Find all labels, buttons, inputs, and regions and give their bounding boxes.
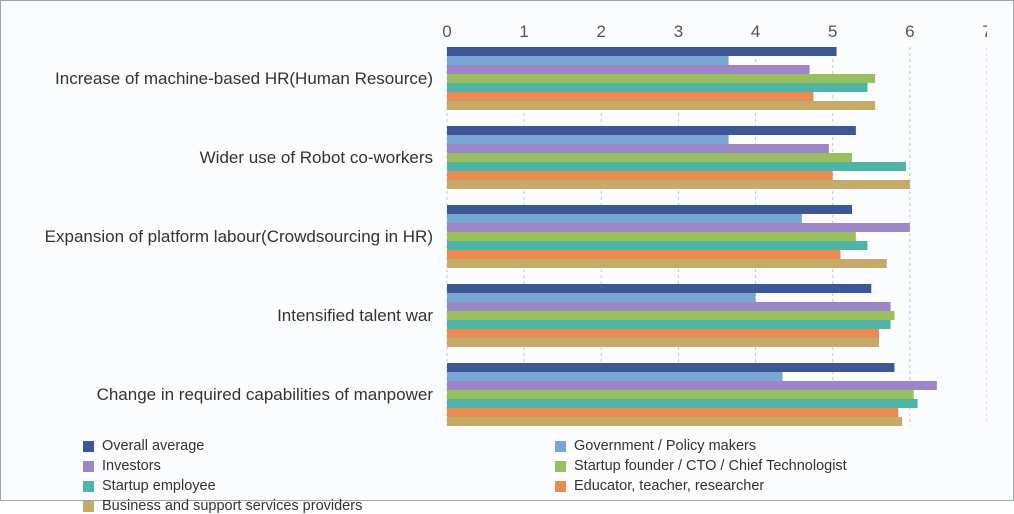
legend-label: Government / Policy makers bbox=[574, 438, 756, 454]
bar-gov bbox=[447, 214, 802, 223]
legend-item-overall: Overall average bbox=[83, 438, 515, 454]
bar-investors bbox=[447, 65, 810, 74]
bar-bizsupport bbox=[447, 259, 887, 268]
bar-educator bbox=[447, 92, 813, 101]
x-tick-label: 2 bbox=[597, 22, 606, 41]
x-tick-label: 7 bbox=[982, 22, 987, 41]
legend-item-bizsupport: Business and support services providers bbox=[83, 498, 515, 514]
bar-overall bbox=[447, 126, 856, 135]
chart-frame: 0 1 2 3 4 5 6 7 Increase of machine-based HR(Hum… bbox=[0, 0, 1014, 501]
bar-educator bbox=[447, 329, 879, 338]
bar-founder bbox=[447, 74, 875, 83]
bar-investors bbox=[447, 302, 891, 311]
category-label: Change in required capabilities of manpo… bbox=[97, 385, 434, 404]
legend-label: Business and support services providers bbox=[102, 498, 362, 514]
legend-swatch bbox=[83, 461, 94, 472]
bar-gov bbox=[447, 135, 729, 144]
legend-label: Startup employee bbox=[102, 478, 216, 494]
bar-employee bbox=[447, 320, 891, 329]
category-label: Expansion of platform labour(Crowdsourci… bbox=[45, 227, 433, 246]
bar-founder bbox=[447, 153, 852, 162]
bar-bizsupport bbox=[447, 101, 875, 110]
bar-gov bbox=[447, 372, 783, 381]
category-label: Increase of machine-based HR(Human Resou… bbox=[55, 69, 433, 88]
chart-legend: Overall average Government / Policy maker… bbox=[27, 438, 987, 514]
bar-investors bbox=[447, 381, 937, 390]
x-tick-label: 6 bbox=[905, 22, 914, 41]
bar-investors bbox=[447, 144, 829, 153]
bar-bizsupport bbox=[447, 338, 879, 347]
legend-item-investors: Investors bbox=[83, 458, 515, 474]
legend-label: Startup founder / CTO / Chief Technologi… bbox=[574, 458, 847, 474]
bar-bizsupport bbox=[447, 417, 902, 426]
bar-employee bbox=[447, 83, 867, 92]
legend-label: Educator, teacher, researcher bbox=[574, 478, 764, 494]
bar-founder bbox=[447, 390, 914, 399]
bar-overall bbox=[447, 363, 894, 372]
legend-item-educator: Educator, teacher, researcher bbox=[555, 478, 987, 494]
legend-swatch bbox=[83, 441, 94, 452]
bar-educator bbox=[447, 250, 840, 259]
legend-label: Overall average bbox=[102, 438, 204, 454]
bar-overall bbox=[447, 47, 837, 56]
legend-item-gov: Government / Policy makers bbox=[555, 438, 987, 454]
bar-gov bbox=[447, 293, 756, 302]
legend-swatch bbox=[555, 461, 566, 472]
bar-founder bbox=[447, 311, 894, 320]
bar-investors bbox=[447, 223, 910, 232]
bar-overall bbox=[447, 205, 852, 214]
x-tick-label: 4 bbox=[751, 22, 760, 41]
category-label: Intensified talent war bbox=[277, 306, 433, 325]
legend-label: Investors bbox=[102, 458, 161, 474]
bar-founder bbox=[447, 232, 856, 241]
x-tick-label: 5 bbox=[828, 22, 837, 41]
grouped-bar-chart: 0 1 2 3 4 5 6 7 Increase of machine-based HR(Hum… bbox=[27, 19, 987, 430]
bar-employee bbox=[447, 241, 867, 250]
legend-swatch bbox=[83, 481, 94, 492]
bar-overall bbox=[447, 284, 871, 293]
bar-employee bbox=[447, 162, 906, 171]
x-tick-label: 0 bbox=[442, 22, 451, 41]
bar-employee bbox=[447, 399, 918, 408]
x-tick-label: 3 bbox=[674, 22, 683, 41]
bar-educator bbox=[447, 408, 898, 417]
x-tick-label: 1 bbox=[519, 22, 528, 41]
legend-swatch bbox=[83, 501, 94, 512]
legend-item-founder: Startup founder / CTO / Chief Technologi… bbox=[555, 458, 987, 474]
bar-bizsupport bbox=[447, 180, 910, 189]
legend-swatch bbox=[555, 441, 566, 452]
bar-educator bbox=[447, 171, 833, 180]
category-label: Wider use of Robot co-workers bbox=[200, 148, 433, 167]
legend-item-employee: Startup employee bbox=[83, 478, 515, 494]
bar-gov bbox=[447, 56, 729, 65]
legend-swatch bbox=[555, 481, 566, 492]
